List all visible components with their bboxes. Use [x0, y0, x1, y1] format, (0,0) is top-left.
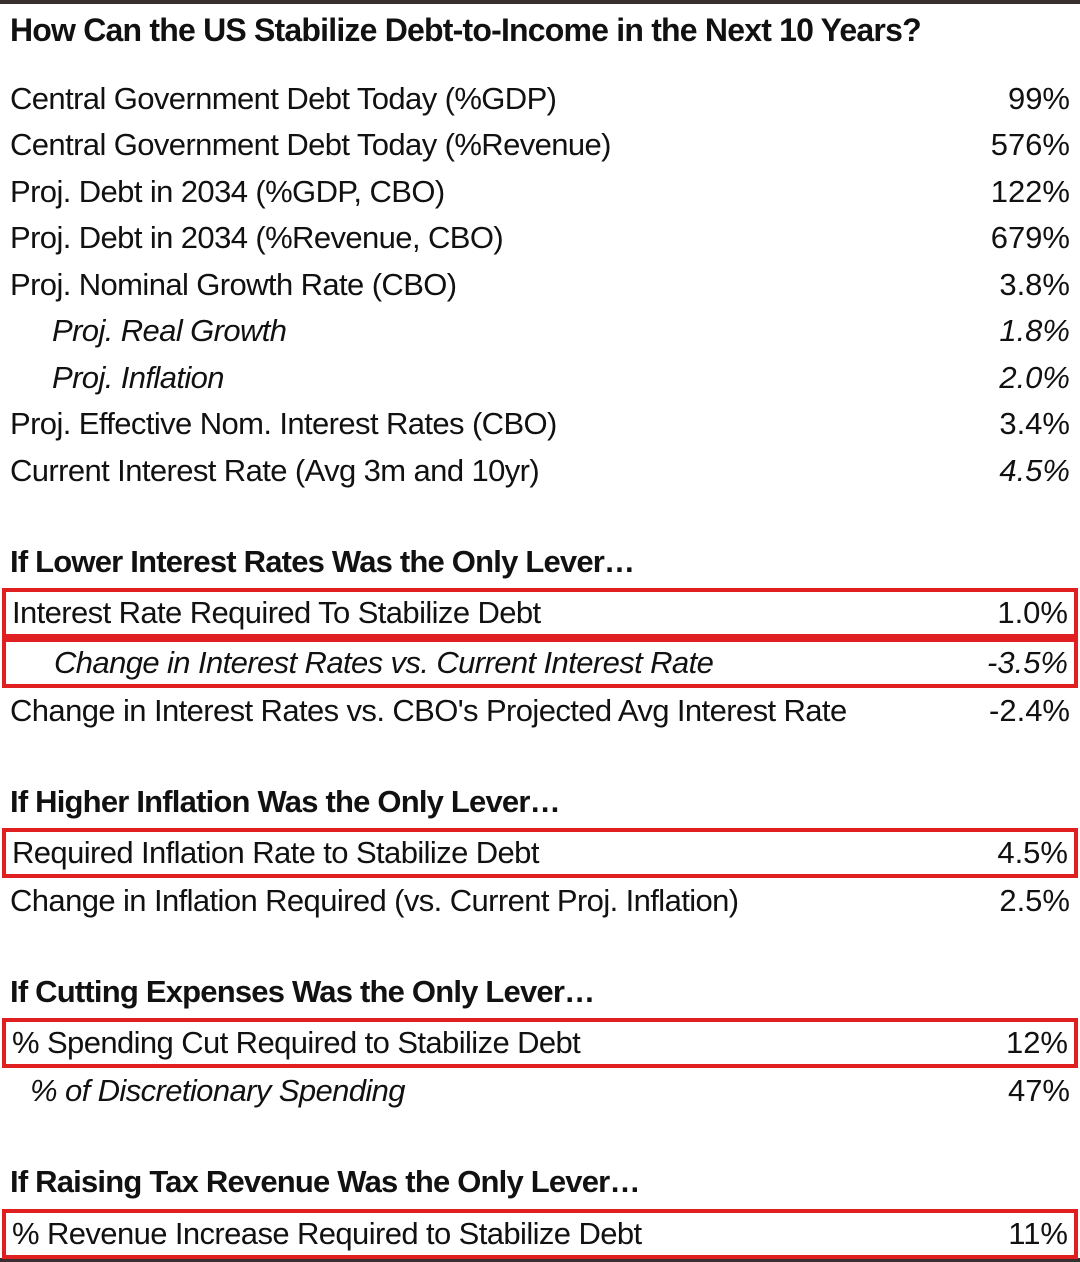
- row-value: 2.0%: [999, 360, 1070, 395]
- row-label: Central Government Debt Today (%Revenue): [10, 127, 612, 162]
- row-label: % Revenue Increase Required to Stabilize…: [12, 1216, 642, 1251]
- row-label: Interest Rate Required To Stabilize Debt: [12, 595, 541, 630]
- highlighted-row: Required Inflation Rate to Stabilize Deb…: [2, 828, 1078, 878]
- row-value: 47%: [1007, 1073, 1070, 1108]
- row-value: 1.8%: [999, 313, 1070, 348]
- row-label: Current Interest Rate (Avg 3m and 10yr): [10, 453, 540, 488]
- section-heading-inflation: If Higher Inflation Was the Only Lever…: [10, 784, 561, 819]
- section-heading-interest: If Lower Interest Rates Was the Only Lev…: [10, 544, 635, 579]
- table-row: Central Government Debt Today (%GDP) 99%: [0, 76, 1080, 122]
- row-value: 122%: [990, 174, 1070, 209]
- row-label: Proj. Inflation: [52, 360, 225, 395]
- table-row: Proj. Effective Nom. Interest Rates (CBO…: [0, 401, 1080, 447]
- page-title: How Can the US Stabilize Debt-to-Income …: [10, 12, 922, 48]
- row-value: 1.0%: [997, 595, 1068, 630]
- section-heading-tax: If Raising Tax Revenue Was the Only Leve…: [10, 1164, 640, 1199]
- highlighted-row: % Spending Cut Required to Stabilize Deb…: [2, 1018, 1078, 1068]
- table-row: Proj. Debt in 2034 (%Revenue, CBO) 679%: [0, 215, 1080, 261]
- row-label: Change in Inflation Required (vs. Curren…: [10, 883, 739, 918]
- highlighted-row: Change in Interest Rates vs. Current Int…: [2, 638, 1078, 688]
- row-label: Central Government Debt Today (%GDP): [10, 81, 557, 116]
- row-value: 4.5%: [999, 453, 1070, 488]
- highlighted-row: % Revenue Increase Required to Stabilize…: [2, 1209, 1078, 1259]
- row-value: -2.4%: [989, 693, 1070, 728]
- highlighted-row: Interest Rate Required To Stabilize Debt…: [2, 588, 1078, 638]
- row-label: Proj. Effective Nom. Interest Rates (CBO…: [10, 406, 557, 441]
- row-label: Change in Interest Rates vs. CBO's Proje…: [10, 693, 847, 728]
- row-value: 3.8%: [999, 267, 1070, 302]
- table-row: Proj. Inflation 2.0%: [0, 355, 1080, 401]
- table-row: Current Interest Rate (Avg 3m and 10yr) …: [0, 448, 1080, 494]
- row-value: 4.5%: [997, 835, 1068, 870]
- row-label: Change in Interest Rates vs. Current Int…: [54, 645, 714, 680]
- table-row: % of Discretionary Spending 47%: [0, 1068, 1080, 1114]
- row-label: Required Inflation Rate to Stabilize Deb…: [12, 835, 539, 870]
- row-value: 3.4%: [999, 406, 1070, 441]
- row-value: 679%: [990, 220, 1070, 255]
- row-value: -3.5%: [987, 645, 1068, 680]
- row-value: 2.5%: [999, 883, 1070, 918]
- table-row: Proj. Nominal Growth Rate (CBO) 3.8%: [0, 262, 1080, 308]
- row-label: % of Discretionary Spending: [30, 1073, 406, 1108]
- section-heading-expenses: If Cutting Expenses Was the Only Lever…: [10, 974, 595, 1009]
- row-value: 576%: [990, 127, 1070, 162]
- table-row: Change in Inflation Required (vs. Curren…: [0, 878, 1080, 924]
- row-label: Proj. Nominal Growth Rate (CBO): [10, 267, 457, 302]
- row-label: Proj. Debt in 2034 (%Revenue, CBO): [10, 220, 504, 255]
- table-row: Proj. Debt in 2034 (%GDP, CBO) 122%: [0, 169, 1080, 215]
- row-value: 12%: [1005, 1025, 1068, 1060]
- row-label: Proj. Debt in 2034 (%GDP, CBO): [10, 174, 445, 209]
- row-value: 99%: [1007, 81, 1070, 116]
- table-row: Change in Interest Rates vs. CBO's Proje…: [0, 688, 1080, 734]
- row-value: 11%: [1008, 1216, 1068, 1251]
- row-label: % Spending Cut Required to Stabilize Deb…: [12, 1025, 581, 1060]
- row-label: Proj. Real Growth: [52, 313, 287, 348]
- table-row: Central Government Debt Today (%Revenue)…: [0, 122, 1080, 168]
- table-row: Proj. Real Growth 1.8%: [0, 308, 1080, 354]
